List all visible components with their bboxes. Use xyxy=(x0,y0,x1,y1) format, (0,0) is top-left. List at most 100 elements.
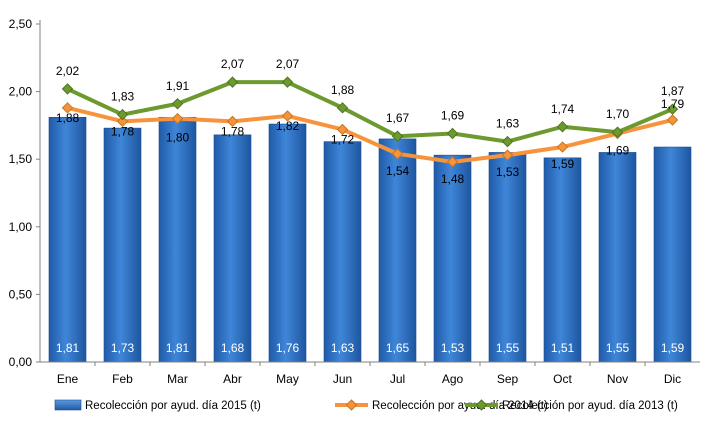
line-marker xyxy=(226,115,239,128)
line-value-label: 1,78 xyxy=(111,124,135,138)
x-tick-label: Jun xyxy=(333,372,352,386)
bar xyxy=(653,146,692,363)
axes-layer: 0,00 0,50 1,00 1,50 2,00 2,50 Ene Feb Mar Abr May J… xyxy=(9,17,700,386)
y-tick-label: 2,00 xyxy=(9,85,33,99)
line-marker xyxy=(336,102,349,114)
line-marker xyxy=(116,108,129,121)
x-tick-label: Jul xyxy=(390,372,405,386)
x-tick-label: May xyxy=(276,372,299,386)
line-value-label: 2,07 xyxy=(276,57,300,71)
line-value-label: 1,59 xyxy=(551,157,575,171)
x-tick-label: Dic xyxy=(664,372,681,386)
legend-marker xyxy=(475,399,488,411)
line-value-label: 1,83 xyxy=(111,90,135,104)
line-value-label: 1,70 xyxy=(606,107,630,121)
line-value-label: 1,91 xyxy=(166,79,190,93)
bar-value-label: 1,68 xyxy=(221,341,245,355)
line-value-label: 2,07 xyxy=(221,57,245,71)
bar xyxy=(488,152,527,363)
series-line xyxy=(67,105,673,164)
y-tick-label: 0,00 xyxy=(9,355,33,369)
bar xyxy=(378,138,417,363)
legend-marker xyxy=(345,399,358,411)
line-marker xyxy=(556,141,569,153)
legend-swatch-bar xyxy=(54,399,82,411)
bar-value-label: 1,63 xyxy=(331,341,355,355)
line-marker xyxy=(336,123,349,136)
line-value-label: 2,02 xyxy=(56,64,80,78)
x-tick-label: Mar xyxy=(167,372,188,386)
legend-label: Recolección por ayud. día 2015 (t) xyxy=(85,400,261,412)
line-value-label: 1,88 xyxy=(331,83,355,97)
y-tick-label: 0,50 xyxy=(9,287,33,301)
bar xyxy=(323,141,362,363)
legend: Recolección por ayud. día 2015 (t) Recole… xyxy=(54,399,678,412)
x-tick-label: Sep xyxy=(497,372,519,386)
line-value-label: 1,87 xyxy=(661,84,685,98)
bar xyxy=(543,157,582,363)
line-marker xyxy=(281,110,294,122)
bar xyxy=(268,123,307,363)
line-marker xyxy=(116,115,129,128)
y-tick-label: 1,50 xyxy=(9,152,33,166)
line-marker xyxy=(501,135,514,148)
line-value-label: 1,88 xyxy=(56,111,80,125)
line-value-label: 1,74 xyxy=(551,102,575,116)
bar-value-label: 1,55 xyxy=(496,341,520,355)
x-tick-label: Feb xyxy=(112,372,133,386)
y-tick-label: 1,00 xyxy=(9,220,33,234)
series-line xyxy=(66,80,674,144)
bar-value-label: 1,55 xyxy=(606,341,630,355)
line-value-label: 1,53 xyxy=(496,165,520,179)
line-value-label: 1,48 xyxy=(441,172,465,186)
bar xyxy=(48,116,87,363)
line-marker xyxy=(666,103,679,115)
line-value-label: 1,69 xyxy=(441,109,465,123)
line-value-label: 1,67 xyxy=(386,111,410,125)
line-marker xyxy=(226,76,239,88)
line-value-label: 1,54 xyxy=(386,164,410,178)
line-value-label: 1,72 xyxy=(331,132,355,146)
line-value-label: 1,82 xyxy=(276,119,300,133)
line-value-label: 1,78 xyxy=(221,124,245,138)
bar-value-label: 1,81 xyxy=(56,341,80,355)
bar xyxy=(213,134,252,363)
bar xyxy=(103,127,142,363)
line-value-label: 1,69 xyxy=(606,144,630,158)
labels-layer: 1,81 1,73 1,81 1,68 1,76 1,63 1,65 1,53 1,55 1,51… xyxy=(56,57,685,355)
line-marker xyxy=(61,83,74,95)
bar-value-label: 1,76 xyxy=(276,341,300,355)
bar xyxy=(158,116,197,363)
bar-value-label: 1,73 xyxy=(111,341,135,355)
bar-value-label: 1,59 xyxy=(661,341,685,355)
lines-layer xyxy=(61,76,679,168)
bar-value-label: 1,65 xyxy=(386,341,410,355)
line-value-label: 1,79 xyxy=(661,97,685,111)
line-marker xyxy=(61,102,74,114)
line-marker xyxy=(446,156,459,168)
line-marker xyxy=(446,127,459,140)
x-tick-label: Abr xyxy=(223,372,242,386)
x-tick-label: Nov xyxy=(607,372,628,386)
x-tick-label: Ago xyxy=(442,372,464,386)
x-tick-label: Oct xyxy=(553,372,572,386)
bar xyxy=(433,154,472,363)
line-marker xyxy=(281,76,294,88)
line-marker xyxy=(171,112,184,125)
line-value-label: 1,63 xyxy=(496,117,520,131)
legend-label: Recolección por ayud. día 2013 (t) xyxy=(502,400,678,412)
legend-label: Recolección por ayud. día 2014 (t) xyxy=(372,400,548,412)
bar-value-label: 1,53 xyxy=(441,341,465,355)
line-marker xyxy=(611,126,624,138)
bar-value-label: 1,81 xyxy=(166,341,190,355)
line-marker xyxy=(666,114,679,126)
line-marker xyxy=(556,121,569,133)
line-marker xyxy=(501,149,514,161)
line-marker xyxy=(391,148,404,160)
line-marker xyxy=(171,98,184,110)
y-tick-label: 2,50 xyxy=(9,17,33,31)
bar xyxy=(598,152,637,363)
x-tick-label: Ene xyxy=(57,372,79,386)
